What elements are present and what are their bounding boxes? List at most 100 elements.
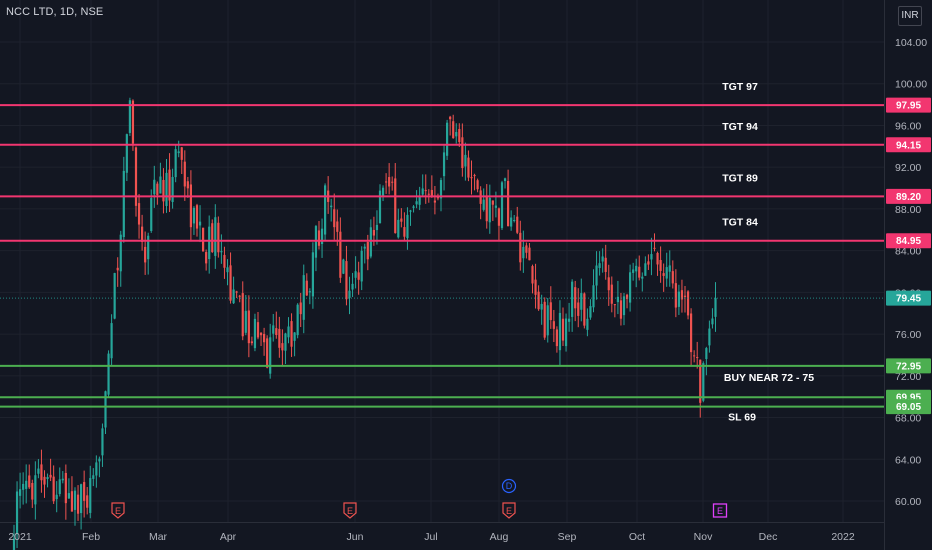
candle-body (577, 302, 580, 316)
candle-body (83, 482, 86, 501)
candle-body (513, 220, 516, 222)
candle-body (217, 222, 220, 253)
candle-body (165, 172, 168, 207)
candle-body (665, 267, 668, 279)
candle-body (592, 285, 595, 308)
candle-body (442, 152, 446, 177)
candle-body (150, 198, 153, 232)
candle-body (40, 464, 43, 481)
x-axis-tick-label: Oct (629, 531, 645, 543)
currency-button[interactable]: INR (898, 6, 922, 26)
candle-body (235, 291, 238, 293)
price-tag (886, 188, 931, 204)
candle-body (180, 147, 183, 160)
candle-body (662, 273, 665, 276)
x-axis-tick-label: Nov (694, 531, 713, 543)
candle-body (110, 323, 113, 359)
level-annotation: TGT 89 (722, 172, 758, 184)
candle-body (607, 277, 610, 291)
candle-body (305, 280, 308, 296)
candle-body (202, 227, 205, 252)
candle-body (699, 359, 702, 403)
candle-body (500, 182, 504, 229)
earnings-marker-icon[interactable] (712, 503, 728, 518)
candle-body (388, 177, 391, 187)
price-tag (886, 97, 931, 113)
candle-body (644, 263, 647, 276)
candle-body (497, 208, 501, 226)
price-tag (886, 399, 931, 415)
candle-body (104, 391, 107, 428)
candle-body (659, 260, 662, 271)
candle-body (159, 176, 162, 194)
candle-body (287, 326, 290, 338)
candle-body (125, 134, 128, 173)
candle-body (223, 254, 226, 268)
candle-body (385, 181, 388, 183)
candle-body (113, 273, 116, 319)
candle-body (696, 357, 699, 359)
candle-body (528, 247, 531, 261)
candle-body (128, 100, 131, 133)
candle-body (205, 252, 208, 264)
candle-body (531, 266, 534, 284)
price-tag-label: 97.95 (896, 101, 921, 112)
candle-body (354, 271, 357, 278)
y-axis-tick-label: 104.00 (895, 37, 927, 49)
level-annotation: TGT 97 (722, 81, 758, 93)
x-axis-tick-label: Dec (759, 531, 778, 543)
candle-body (595, 265, 598, 286)
earnings-marker-icon[interactable] (502, 502, 516, 519)
candle-body (409, 210, 412, 212)
candle-body (540, 303, 543, 310)
y-axis-tick-label: 92.00 (895, 162, 921, 174)
candle-body (232, 289, 235, 304)
candle-body (174, 149, 177, 178)
earnings-marker-label: E (115, 506, 121, 516)
candle-body (107, 353, 110, 395)
candle-body (397, 219, 400, 238)
earnings-marker-icon[interactable] (111, 502, 125, 519)
candle-body (403, 227, 406, 237)
price-tag-label: 84.95 (896, 236, 921, 247)
last-price-tag (886, 290, 931, 306)
candle-body (494, 205, 497, 208)
candle-body (391, 181, 394, 183)
candle-body (284, 333, 287, 351)
candle-body (357, 272, 360, 280)
earnings-marker-icon[interactable] (343, 502, 357, 519)
candle-body (583, 293, 586, 326)
candle-body (330, 205, 333, 208)
price-tag-label: 89.20 (896, 192, 921, 203)
candle-body (458, 129, 461, 143)
price-tag-label: 69.95 (896, 393, 921, 404)
candle-body (680, 290, 684, 300)
candle-body (516, 216, 519, 233)
earnings-marker-label: E (506, 506, 512, 516)
candle-body (281, 343, 284, 351)
candle-body (278, 328, 281, 348)
candle-body (25, 480, 28, 489)
price-tag-label: 69.05 (896, 402, 921, 413)
candle-body (613, 304, 616, 306)
candle-body (400, 218, 403, 222)
candle-body (601, 256, 604, 262)
candle-body (482, 199, 485, 210)
candle-body (183, 161, 186, 187)
candle-body (122, 170, 125, 238)
candle-body (564, 318, 568, 347)
candle-body (95, 462, 98, 476)
level-annotation: BUY NEAR 72 - 75 (724, 372, 814, 384)
y-axis-tick-label: 72.00 (895, 371, 921, 383)
candle-body (156, 183, 159, 196)
candle-body (342, 259, 345, 274)
candle-body (19, 489, 22, 496)
candle-body (55, 494, 58, 500)
candle-body (98, 458, 101, 462)
x-axis-tick-label: 2022 (831, 531, 855, 543)
candle-body (73, 490, 77, 510)
candle-body (503, 178, 507, 182)
dividend-marker-icon[interactable] (501, 478, 517, 494)
candle-body (28, 475, 31, 488)
